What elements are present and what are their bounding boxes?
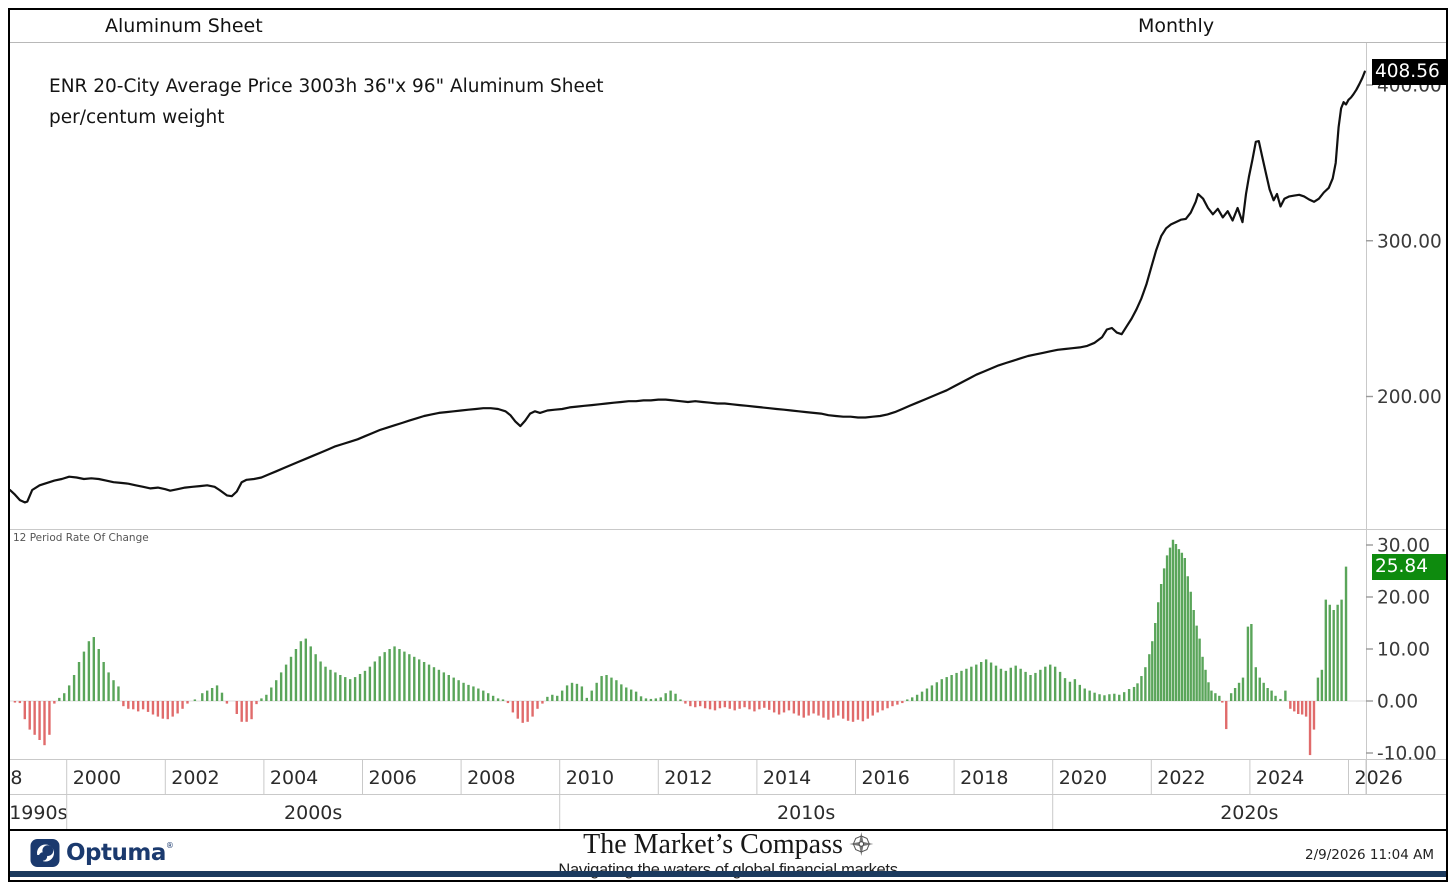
timestamp: 2/9/2026 11:04 AM (1304, 847, 1434, 863)
x-axis-year-label: 2000 (73, 767, 121, 789)
x-axis-year-label: 2024 (1256, 767, 1304, 789)
axis-tick-label: 10.00 (1377, 640, 1430, 661)
x-axis-year-label: 2026 (1354, 767, 1402, 789)
brand-name: Optuma (66, 840, 166, 866)
axis-tick-label: 30.00 (1377, 536, 1430, 557)
x-axis-year-label: 2012 (664, 767, 712, 789)
banner-title-text: The Market’s Compass (583, 829, 843, 860)
roc-last-value-badge: 25.84 (1372, 553, 1446, 580)
chart-title: Aluminum Sheet (105, 15, 263, 37)
x-axis-decade-label: 2020s (1220, 802, 1278, 824)
timeframe-label[interactable]: Monthly (1138, 15, 1215, 37)
chart-area[interactable]: 400.00 300.00 200.00 30.00 20.00 10.00 0.00 -10… (10, 43, 1446, 829)
optuma-brand[interactable]: Optuma ® (30, 838, 174, 868)
footer: Optuma ® The Market’s Compass Navigating… (10, 829, 1446, 878)
x-axis-decade-label: 2000s (284, 802, 342, 824)
x-axis-year-label: 2018 (960, 767, 1008, 789)
axis-tick-label: 20.00 (1377, 588, 1430, 609)
price-line (10, 70, 1366, 504)
x-axis-year-label: 2014 (763, 767, 811, 789)
roc-indicator-label: 12 Period Rate Of Change (13, 532, 149, 544)
x-axis-decade-label: 1990s (10, 802, 67, 824)
banner-title: The Market’s Compass (558, 831, 897, 862)
x-axis-year-label: 2022 (1157, 767, 1205, 789)
title-bar: Aluminum Sheet Monthly (10, 10, 1446, 43)
last-price-badge: 408.56 (1372, 58, 1446, 85)
x-axis-year-label: 2002 (171, 767, 219, 789)
x-axis-year-label: 2016 (861, 767, 909, 789)
axis-tick-label: 200.00 (1377, 387, 1442, 408)
axis-tick-label: 0.00 (1377, 692, 1418, 713)
compass-rose-icon (848, 832, 873, 863)
chart-window: Aluminum Sheet Monthly 400.00 300.00 200.0… (8, 8, 1448, 882)
x-axis-year-label: 2004 (270, 767, 318, 789)
instrument-subtitle: ENR 20-City Average Price 3003h 36"x 96"… (49, 71, 604, 133)
axis-tick-label: 300.00 (1377, 231, 1442, 252)
x-axis-decade-label: 2010s (777, 802, 835, 824)
x-axis-year-label: 2006 (368, 767, 416, 789)
axis-tick-label: -10.00 (1377, 744, 1437, 765)
brand-trademark: ® (165, 840, 174, 850)
optuma-logo-icon (30, 839, 60, 867)
subtitle-line1: ENR 20-City Average Price 3003h 36"x 96"… (49, 76, 604, 97)
footer-navy-strip (10, 871, 1446, 877)
x-axis-year-label: 2020 (1059, 767, 1107, 789)
x-axis-year-label: 1998 (10, 767, 22, 789)
subtitle-line2: per/centum weight (49, 107, 225, 128)
price-and-roc-chart: 400.00300.00200.0030.0020.0010.000.00-10… (10, 43, 1446, 829)
x-axis-year-label: 2010 (566, 767, 614, 789)
x-axis-year-label: 2008 (467, 767, 515, 789)
